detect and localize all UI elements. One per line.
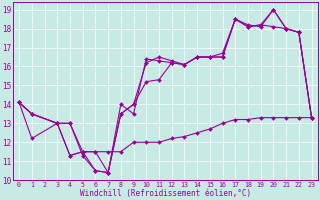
X-axis label: Windchill (Refroidissement éolien,°C): Windchill (Refroidissement éolien,°C) <box>80 189 251 198</box>
